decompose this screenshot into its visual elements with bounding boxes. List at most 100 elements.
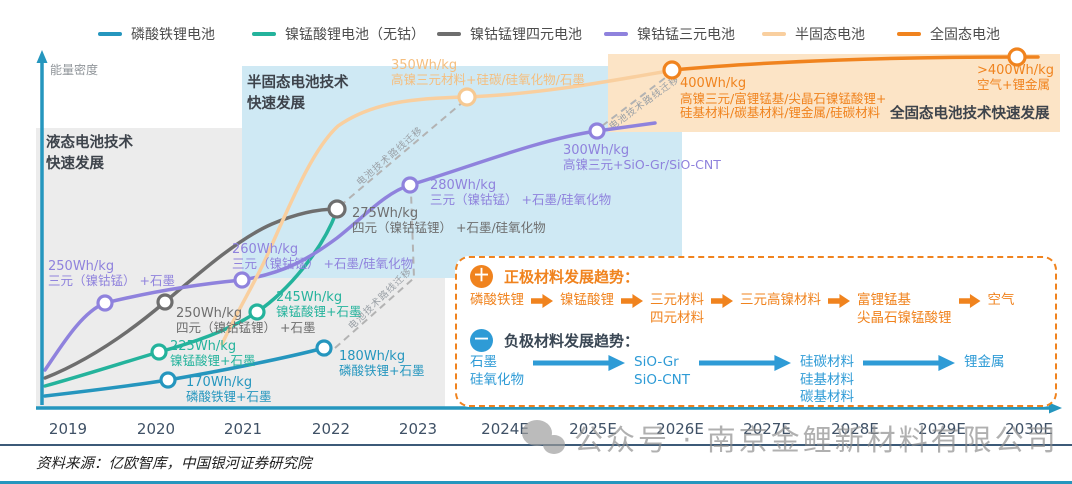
marker-tern-280 bbox=[401, 176, 419, 194]
cathode-item: 空气 bbox=[987, 292, 1015, 308]
bottom-border bbox=[0, 481, 1072, 484]
cathode-item: 三元材料 四元材料 bbox=[650, 292, 704, 326]
arrow-right-icon bbox=[958, 294, 981, 308]
x-tick: 2020 bbox=[136, 420, 176, 438]
legend-label: 磷酸铁锂电池 bbox=[131, 27, 215, 43]
legend-item-lfp: 磷酸铁锂电池 bbox=[98, 24, 215, 44]
arrow-right-icon bbox=[621, 294, 643, 308]
point-label-quat-250: 250Wh/kg 四元（镍钴锰锂） +石墨 bbox=[176, 306, 316, 336]
x-tick: 2029E bbox=[918, 420, 966, 438]
migration-arrow-2 bbox=[339, 101, 464, 207]
region-title-allsolid: 全固态电池技术快速发展 bbox=[890, 106, 1050, 122]
legend-label: 镍钴锰锂四元电池 bbox=[470, 27, 582, 43]
marker-quat-250 bbox=[156, 293, 174, 311]
legend-label: 半固态电池 bbox=[795, 27, 865, 43]
x-tick: 2027E bbox=[743, 420, 791, 438]
legend-dash-icon bbox=[897, 32, 921, 36]
watermark-text: 公众号 · 南京金鲤新材料有限公司 bbox=[574, 423, 1059, 457]
point-label-semi-350: 350Wh/kg 高镍三元材料+硅碳/硅氧化物/石墨 bbox=[391, 58, 585, 88]
marker-tern-300 bbox=[588, 122, 606, 140]
marker-solid-400 bbox=[662, 60, 682, 80]
legend-item-lnmo: 镍锰酸锂电池（无钴） bbox=[252, 24, 425, 44]
point-label-lnmo-245: 245Wh/kg 镍锰酸锂+石墨 bbox=[276, 290, 362, 320]
cathode-item: 磷酸铁锂 bbox=[470, 292, 524, 308]
arrow-right-icon bbox=[698, 355, 791, 371]
material-trend-box: ＋ 正极材料发展趋势： 磷酸铁锂 镍锰酸锂 三元材料 四元材料 三元高镍材料 富锂… bbox=[455, 256, 1057, 407]
cathode-trend-title: 正极材料发展趋势： bbox=[504, 268, 640, 286]
migration-arrow-3 bbox=[601, 77, 666, 127]
curve-quaternary bbox=[43, 207, 339, 380]
curve-semisolid bbox=[220, 69, 670, 346]
legend-dash-icon bbox=[252, 32, 276, 36]
point-label-tern-260: 260Wh/kg 三元（镍钴锰） +石墨/硅氧化物 bbox=[232, 242, 414, 272]
x-tick: 2023 bbox=[398, 420, 438, 438]
region-title-liquid: 液态电池技术 快速发展 bbox=[46, 135, 133, 173]
curve-allsolid bbox=[670, 55, 1040, 72]
x-tick: 2026E bbox=[656, 420, 704, 438]
migration-arrow-1 bbox=[325, 191, 416, 357]
x-tick: 2025E bbox=[569, 420, 617, 438]
arrow-right-icon bbox=[828, 294, 850, 308]
wechat-icon bbox=[522, 417, 570, 459]
marker-lnmo-225 bbox=[150, 343, 168, 361]
anode-item: SiO-Gr SiO-CNT bbox=[634, 354, 690, 388]
watermark: 公众号 · 南京金鲤新材料有限公司 bbox=[522, 417, 1059, 459]
x-tick: 2021 bbox=[223, 420, 263, 438]
legend-item-quaternary: 镍钴锰锂四元电池 bbox=[437, 24, 582, 44]
point-label-quat-275: 275Wh/kg 四元（镍钴锰锂） +石墨/硅氧化物 bbox=[352, 206, 546, 236]
legend-label: 全固态电池 bbox=[930, 27, 1000, 43]
point-label-solid-400plus: >400Wh/kg 空气+锂金属 bbox=[977, 63, 1054, 93]
cathode-item: 三元高镍材料 bbox=[740, 292, 821, 308]
marker-quat-275 bbox=[327, 199, 347, 219]
cathode-item: 富锂锰基 尖晶石镍锰酸锂 bbox=[857, 292, 952, 326]
legend-item-ternary: 镍钴锰三元电池 bbox=[604, 24, 735, 44]
arrow-right-icon bbox=[862, 355, 955, 371]
point-label-lnmo-225: 225Wh/kg 镍锰酸锂+石墨 bbox=[170, 339, 256, 369]
anode-item: 锂金属 bbox=[963, 354, 1005, 370]
curve-lnmo bbox=[43, 211, 338, 388]
marker-tern-260 bbox=[233, 271, 251, 289]
anode-trend-title: 负极材料发展趋势： bbox=[504, 332, 640, 350]
legend-label: 镍锰酸锂电池（无钴） bbox=[285, 27, 425, 43]
legend-dash-icon bbox=[604, 32, 628, 36]
x-tick: 2024E bbox=[481, 420, 529, 438]
anode-trend-chain: 石墨 硅氧化物 SiO-Gr SiO-CNT 硅碳材料 硅基材料 碳基材料 锂金属 bbox=[470, 354, 1004, 407]
point-label-lfp-180: 180Wh/kg 磷酸铁锂+石墨 bbox=[339, 349, 425, 379]
point-label-lfp-170: 170Wh/kg 磷酸铁锂+石墨 bbox=[186, 375, 272, 405]
marker-lfp-180 bbox=[315, 339, 333, 357]
marker-semi-350 bbox=[457, 87, 477, 107]
x-tick: 2019 bbox=[48, 420, 88, 438]
anode-header-row: － 负极材料发展趋势： bbox=[470, 329, 639, 352]
minus-icon: － bbox=[470, 329, 493, 352]
marker-lfp-170 bbox=[159, 371, 177, 389]
anode-item: 硅碳材料 硅基材料 碳基材料 bbox=[799, 354, 854, 406]
marker-solid-400plus bbox=[1007, 47, 1027, 67]
region-title-semisolid: 半固态电池技术 快速发展 bbox=[247, 75, 349, 113]
point-label-tern-250: 250Wh/kg 三元（镍钴锰） +石墨 bbox=[48, 259, 175, 289]
arrow-right-icon bbox=[531, 294, 553, 308]
point-label-tern-300: 300Wh/kg 高镍三元+SiO-Gr/SiO-CNT bbox=[563, 143, 721, 173]
source-text: 资料来源：亿欧智库，中国银河证券研究院 bbox=[36, 456, 312, 472]
x-tick: 2022 bbox=[311, 420, 351, 438]
y-axis-arrow-icon bbox=[36, 50, 48, 63]
legend-item-semisolid: 半固态电池 bbox=[762, 24, 865, 44]
marker-lnmo-245 bbox=[248, 303, 266, 321]
x-tick: 2028E bbox=[831, 420, 879, 438]
y-axis-title: 能量密度 bbox=[50, 63, 99, 77]
line-chart: 电池技术路线迁移 电池技术路线迁移 电池技术路线迁移 bbox=[36, 47, 1062, 414]
x-tick: 2030E bbox=[1005, 420, 1053, 438]
cathode-item: 镍锰酸锂 bbox=[560, 292, 614, 308]
arrow-right-icon bbox=[533, 355, 625, 371]
point-label-tern-280: 280Wh/kg 三元（镍钴锰） +石墨/硅氧化物 bbox=[430, 178, 612, 208]
legend-label: 镍钴锰三元电池 bbox=[637, 27, 735, 43]
legend-dash-icon bbox=[98, 32, 122, 36]
marker-tern-250 bbox=[96, 294, 114, 312]
legend-dash-icon bbox=[437, 32, 461, 36]
legend-item-allsolid: 全固态电池 bbox=[897, 24, 1000, 44]
plus-icon: ＋ bbox=[470, 265, 493, 288]
legend-dash-icon bbox=[762, 32, 786, 36]
x-axis-arrow-icon bbox=[1049, 402, 1062, 414]
arrow-right-icon bbox=[711, 294, 733, 308]
anode-item: 石墨 硅氧化物 bbox=[470, 354, 524, 388]
cathode-header-row: ＋ 正极材料发展趋势： bbox=[470, 265, 639, 288]
